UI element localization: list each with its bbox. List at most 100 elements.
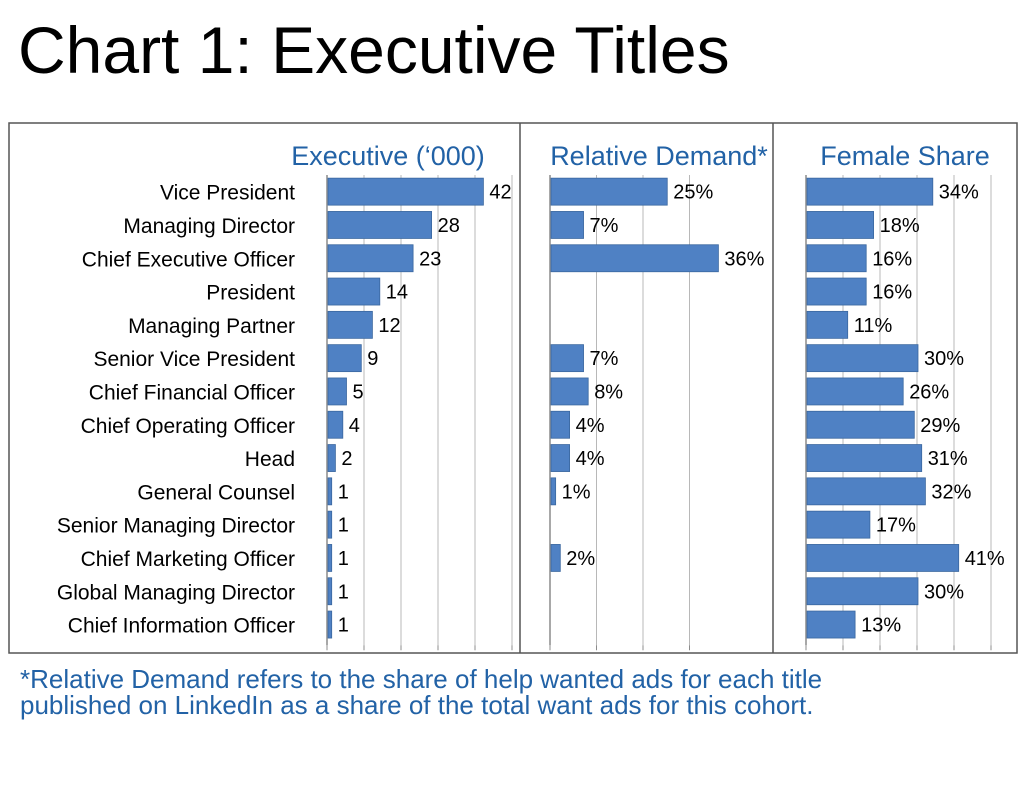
bar [806,577,919,606]
panel-2: Relative Demand* 25% 7% 36% 7% 8% 4% 4% 1% 2% [549,141,768,651]
bar [327,577,333,606]
category-label: Managing Director [123,215,295,238]
data-label: 1 [338,548,349,570]
data-label: 9 [367,348,378,370]
category-label: Managing Partner [128,315,295,338]
bar [550,410,571,439]
bar [327,211,432,239]
data-label: 42 [489,182,511,204]
category-label: Chief Marketing Officer [81,548,295,571]
page-title: Chart 1: Executive Titles [18,13,730,87]
data-label: 1 [338,515,349,537]
bar [806,377,904,406]
bar [327,177,484,206]
data-label: 29% [920,415,960,437]
data-label: 32% [931,481,971,503]
data-label: 2 [341,448,352,470]
bar [806,610,856,639]
data-label: 1 [338,581,349,603]
data-label: 2% [566,548,595,570]
data-label: 30% [924,348,964,370]
data-label: 41% [965,548,1005,570]
data-label: 25% [673,182,713,204]
category-label: Global Managing Director [57,581,295,604]
data-label: 1 [338,615,349,637]
data-label: 12 [378,315,400,337]
data-label: 7% [590,348,619,370]
bar [806,310,849,339]
data-label: 5 [353,381,364,403]
bar [327,610,333,639]
data-label: 18% [880,215,920,237]
bar [550,177,668,206]
data-label: 28 [438,215,460,237]
category-label: Chief Executive Officer [82,248,295,271]
category-labels: Vice President Managing Director Chief Exe… [57,182,295,638]
data-label: 14 [386,282,408,304]
bar [806,510,871,539]
series-header: Female Share [820,141,990,171]
category-label: Chief Information Officer [68,615,295,638]
bar [550,544,561,572]
category-label: Vice President [160,182,295,205]
footnote: *Relative Demand refers to the share of … [20,666,1010,718]
category-label: General Counsel [137,481,295,504]
category-label: Head [245,448,295,471]
data-label: 23 [419,248,441,270]
data-label: 17% [876,515,916,537]
footnote-line-1: *Relative Demand refers to the share of … [20,664,823,694]
bar [550,344,584,373]
panel-3: Female Share 34% 18% 16% 16% 11% 30% 26% 29% 31% 3… [805,141,1005,651]
bar [327,310,373,339]
data-label: 36% [724,248,764,270]
bar [327,244,414,273]
bar [327,277,381,306]
bar [806,244,867,273]
series-header: Relative Demand* [550,141,768,171]
bar [806,344,919,373]
data-label: 8% [594,381,623,403]
data-label: 1 [338,481,349,503]
category-label: Chief Operating Officer [81,415,295,438]
bar [550,211,584,239]
data-label: 13% [861,615,901,637]
bar [550,377,589,406]
bar [327,477,333,506]
category-label: President [206,282,295,305]
data-label: 16% [872,248,912,270]
bar [327,410,344,439]
bar [327,444,336,472]
bar [550,244,719,273]
bar [806,211,874,239]
bar [327,344,362,373]
bar [806,544,960,572]
bar [550,444,571,472]
chart-panels: Executive (‘000)4228231412954211111Relat… [291,141,1005,651]
category-label: Senior Managing Director [57,515,295,538]
bar [806,177,934,206]
bar [806,410,915,439]
footnote-line-2: published on LinkedIn as a share of the … [20,690,814,720]
data-label: 16% [872,282,912,304]
bar [327,377,347,406]
data-label: 4 [349,415,360,437]
bar [327,544,333,572]
data-label: 7% [590,215,619,237]
category-label: Chief Financial Officer [89,381,295,404]
data-label: 11% [854,315,893,337]
bar [806,477,926,506]
chart-frame [8,122,1018,654]
data-label: 1% [562,481,591,503]
data-label: 4% [576,448,605,470]
category-label: Senior Vice President [93,348,295,371]
bar [327,510,333,539]
bar [550,477,557,506]
series-header: Executive (‘000) [291,141,485,171]
data-label: 26% [909,381,949,403]
bar [806,277,867,306]
bar [806,444,923,472]
data-label: 31% [928,448,968,470]
data-label: 30% [924,581,964,603]
